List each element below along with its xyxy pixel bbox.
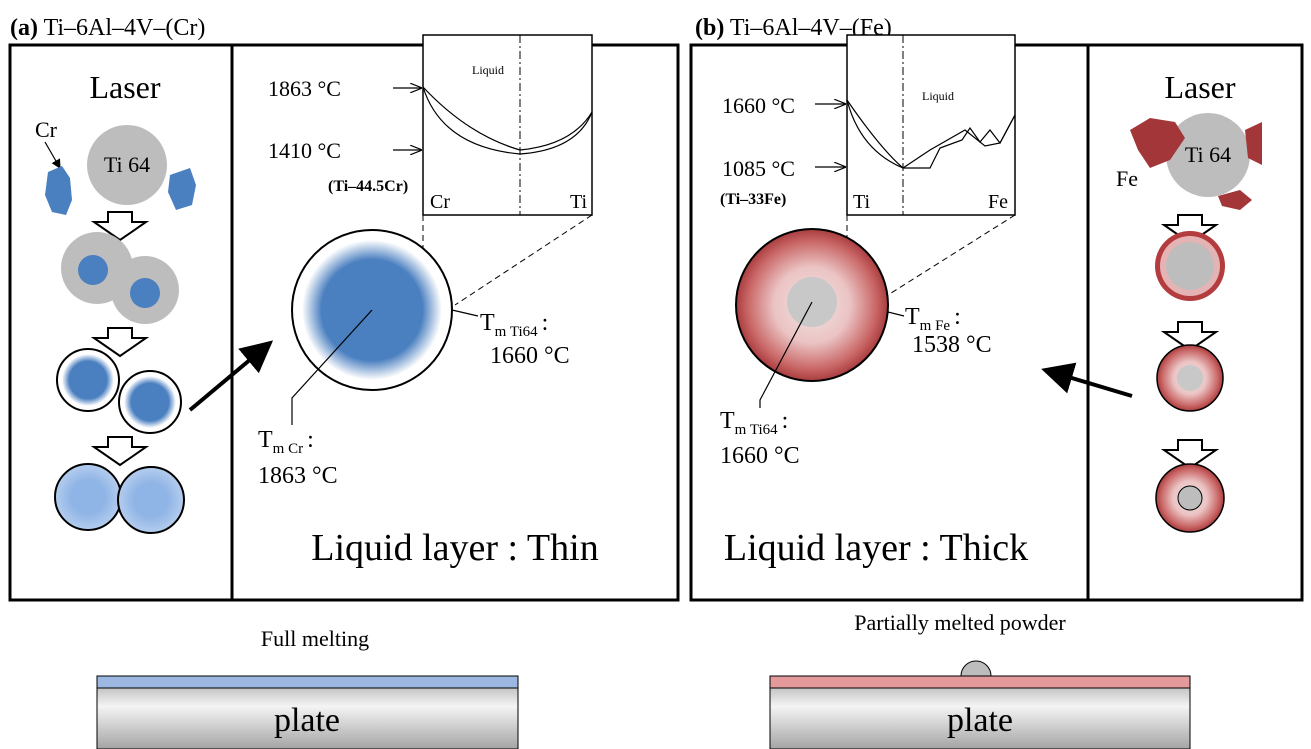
temperature: 1863 °C — [258, 463, 338, 489]
melt-label: Tm Fe: — [905, 304, 961, 334]
symbol: T — [258, 427, 273, 453]
melted-particle — [55, 464, 121, 530]
axis-label: Ti — [853, 191, 871, 213]
cr-core — [78, 255, 108, 285]
subscript: m Cr — [273, 441, 303, 457]
cr-powder — [45, 166, 72, 215]
pointer — [45, 142, 60, 168]
melt-layer — [770, 676, 1190, 688]
separator: : — [782, 408, 789, 434]
phase-diagram — [847, 35, 1015, 215]
separator: : — [307, 427, 314, 453]
result-label: Partially melted powder — [854, 610, 1066, 635]
cr-powder — [168, 168, 196, 210]
ti64-core — [1178, 486, 1202, 510]
temperature: 1863 °C — [268, 76, 341, 101]
panel-a: (a) Ti–6Al–4V–(Cr) Laser Ti 64 Cr Liquid… — [10, 15, 678, 749]
cr-core — [124, 376, 176, 428]
powder-label: Cr — [35, 117, 58, 142]
ti64-core — [1166, 242, 1214, 290]
region-label: Liquid — [922, 89, 954, 103]
leader — [888, 312, 904, 316]
powder-label: Fe — [1116, 166, 1138, 191]
laser-label: Laser — [89, 69, 160, 105]
cr-core — [62, 354, 114, 406]
temperature: 1538 °C — [912, 332, 992, 358]
melt-layer — [97, 676, 518, 688]
symbol: T — [480, 310, 495, 336]
leader — [452, 310, 478, 316]
melt-label: Tm Cr: — [258, 427, 314, 457]
figure: (a) Ti–6Al–4V–(Cr) Laser Ti 64 Cr Liquid… — [0, 0, 1311, 749]
liquid-layer: Liquid layer : Thick — [724, 527, 1028, 569]
panel-title: (a) Ti–6Al–4V–(Cr) — [10, 15, 205, 41]
melt-label: Tm Ti64: — [720, 408, 788, 438]
axis-label: Ti — [570, 191, 588, 213]
temperature: 1660 °C — [720, 443, 800, 469]
core-label: Ti 64 — [1185, 142, 1231, 167]
composition: (Ti–44.5Cr) — [328, 178, 408, 195]
plate-label: plate — [947, 702, 1013, 739]
region-label: Liquid — [472, 63, 504, 77]
zoom-arrow — [190, 343, 270, 410]
liquid-layer: Liquid layer : Thin — [311, 527, 598, 569]
result-label: Full melting — [261, 626, 369, 651]
symbol: T — [720, 408, 735, 434]
phase-diagram — [423, 35, 592, 215]
ti64-core — [1177, 365, 1203, 391]
temperature: 1660 °C — [722, 93, 795, 118]
panel-label: (a) — [10, 15, 38, 41]
core-label: Ti 64 — [104, 152, 150, 177]
plate-label: plate — [274, 702, 340, 739]
axis-label: Fe — [988, 191, 1008, 213]
temperature: 1085 °C — [722, 156, 795, 181]
symbol: T — [905, 304, 920, 330]
panel-name: Ti–6Al–4V–(Cr) — [44, 15, 206, 41]
subscript: m Ti64 — [735, 422, 778, 438]
guide — [455, 215, 592, 305]
panel-label: (b) — [695, 15, 724, 41]
unmelted-powder — [961, 661, 991, 676]
axis-label: Cr — [430, 191, 450, 213]
subscript: m Ti64 — [495, 324, 538, 340]
cr-core — [130, 278, 160, 308]
temperature: 1660 °C — [490, 343, 570, 369]
separator: : — [542, 310, 549, 336]
composition: (Ti–33Fe) — [720, 191, 786, 208]
separator: : — [954, 304, 961, 330]
melted-particle — [118, 467, 184, 533]
melt-label: Tm Ti64: — [480, 310, 548, 340]
step-arrow — [94, 437, 146, 465]
guide — [880, 215, 1015, 300]
laser-label: Laser — [1164, 69, 1235, 105]
temperature: 1410 °C — [268, 138, 341, 163]
panel-b: (b) Ti–6Al–4V–(Fe) Laser Ti 64 Fe Liquid… — [691, 15, 1302, 749]
